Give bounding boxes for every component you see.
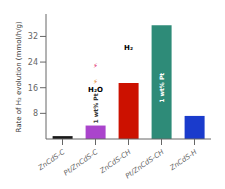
svg-text:H₂: H₂: [124, 44, 133, 52]
svg-text:Rate of H₂ evolution (mmol/h/g: Rate of H₂ evolution (mmol/h/g): [15, 21, 23, 132]
svg-text:8: 8: [33, 109, 38, 118]
svg-text:16: 16: [28, 84, 38, 93]
svg-text:1 wt% Pt: 1 wt% Pt: [158, 73, 165, 103]
svg-text:⚡: ⚡: [93, 78, 98, 86]
svg-text:Pt/ZnCdS-CH: Pt/ZnCdS-CH: [124, 148, 166, 181]
svg-text:⚡: ⚡: [93, 62, 98, 70]
svg-text:ZnCdS-H: ZnCdS-H: [168, 148, 199, 173]
svg-text:ZnCdS-CH: ZnCdS-CH: [98, 148, 133, 175]
svg-text:H₂O: H₂O: [88, 86, 103, 94]
svg-text:32: 32: [28, 32, 38, 41]
svg-text:1 wt% Pt: 1 wt% Pt: [92, 93, 99, 123]
svg-text:24: 24: [28, 58, 38, 67]
svg-text:ZnCdS-C: ZnCdS-C: [36, 148, 66, 173]
svg-text:Pt/ZnCdS-C: Pt/ZnCdS-C: [62, 148, 99, 177]
